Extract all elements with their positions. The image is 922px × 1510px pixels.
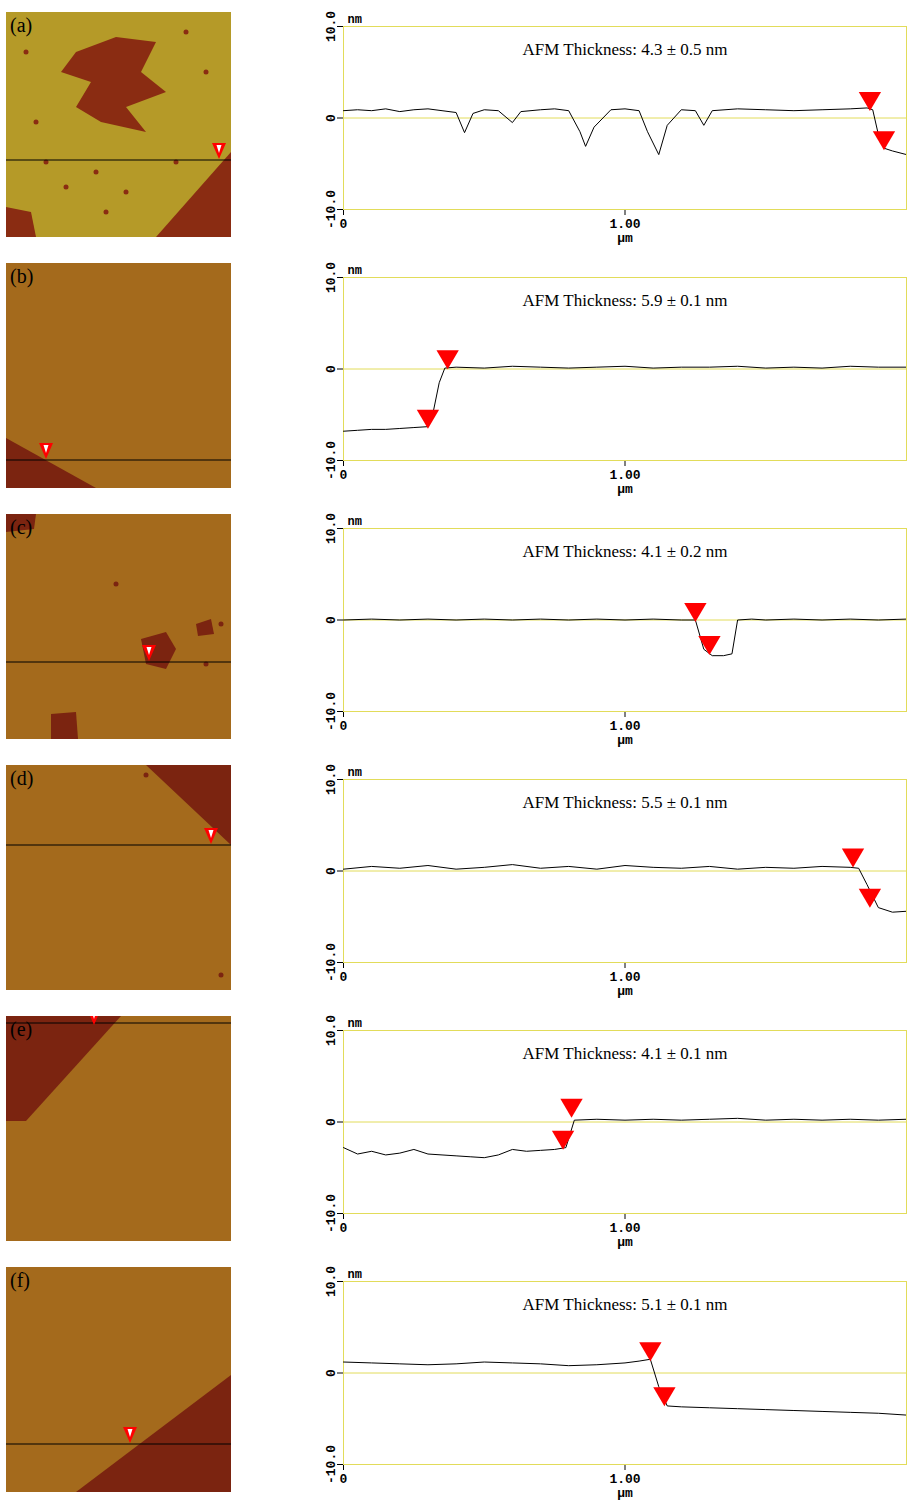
- svg-text:-10.0: -10.0: [324, 441, 339, 480]
- svg-text:AFM Thickness: 5.9 ± 0.1 nm: AFM Thickness: 5.9 ± 0.1 nm: [523, 291, 728, 310]
- svg-text:μm: μm: [617, 1235, 633, 1250]
- svg-text:AFM Thickness: 5.5 ± 0.1 nm: AFM Thickness: 5.5 ± 0.1 nm: [523, 793, 728, 812]
- html-text:(f): (f): [10, 1269, 30, 1291]
- svg-text:AFM Thickness: 5.1 ± 0.1 nm: AFM Thickness: 5.1 ± 0.1 nm: [523, 1295, 728, 1314]
- svg-text:10.0: 10.0: [324, 1015, 339, 1046]
- svg-text:nm: nm: [348, 264, 362, 278]
- svg-text:1.00: 1.00: [609, 1472, 640, 1487]
- svg-text:-10.0: -10.0: [324, 1194, 339, 1233]
- svg-text:-10.0: -10.0: [324, 190, 339, 229]
- svg-text:0: 0: [340, 1221, 348, 1236]
- html-text:(c): (c): [10, 516, 33, 538]
- svg-text:0: 0: [324, 114, 339, 122]
- svg-text:μm: μm: [617, 482, 633, 497]
- svg-text:10.0: 10.0: [324, 764, 339, 795]
- svg-text:1.00: 1.00: [609, 719, 640, 734]
- svg-text:0: 0: [340, 719, 348, 734]
- html-text:(e): (e): [10, 1018, 33, 1040]
- svg-text:nm: nm: [348, 515, 362, 529]
- svg-text:μm: μm: [617, 984, 633, 999]
- svg-text:nm: nm: [348, 13, 362, 27]
- svg-text:1.00: 1.00: [609, 217, 640, 232]
- svg-text:nm: nm: [348, 1268, 362, 1282]
- svg-text:0: 0: [324, 1118, 339, 1126]
- svg-text:μm: μm: [617, 231, 633, 246]
- svg-text:0: 0: [324, 365, 339, 373]
- svg-text:AFM Thickness: 4.1 ± 0.1 nm: AFM Thickness: 4.1 ± 0.1 nm: [523, 1044, 728, 1063]
- svg-text:0: 0: [324, 1369, 339, 1377]
- svg-text:nm: nm: [348, 1017, 362, 1031]
- svg-text:-10.0: -10.0: [324, 1445, 339, 1484]
- svg-text:-10.0: -10.0: [324, 692, 339, 731]
- svg-text:0: 0: [340, 468, 348, 483]
- svg-text:1.00: 1.00: [609, 468, 640, 483]
- svg-text:0: 0: [340, 217, 348, 232]
- svg-text:AFM Thickness: 4.3 ± 0.5 nm: AFM Thickness: 4.3 ± 0.5 nm: [523, 40, 728, 59]
- svg-text:0: 0: [340, 1472, 348, 1487]
- html-text:(a): (a): [10, 14, 33, 36]
- svg-text:0: 0: [324, 867, 339, 875]
- svg-text:1.00: 1.00: [609, 1221, 640, 1236]
- svg-text:0: 0: [340, 970, 348, 985]
- svg-text:AFM Thickness: 4.1 ± 0.2 nm: AFM Thickness: 4.1 ± 0.2 nm: [523, 542, 728, 561]
- svg-text:μm: μm: [617, 1486, 633, 1501]
- html-text:(d): (d): [10, 767, 34, 789]
- svg-text:10.0: 10.0: [324, 1266, 339, 1297]
- svg-text:10.0: 10.0: [324, 262, 339, 293]
- svg-text:10.0: 10.0: [324, 11, 339, 42]
- svg-text:-10.0: -10.0: [324, 943, 339, 982]
- svg-text:nm: nm: [348, 766, 362, 780]
- svg-text:0: 0: [324, 616, 339, 624]
- svg-text:10.0: 10.0: [324, 513, 339, 544]
- svg-text:μm: μm: [617, 733, 633, 748]
- svg-text:1.00: 1.00: [609, 970, 640, 985]
- html-text:(b): (b): [10, 265, 34, 287]
